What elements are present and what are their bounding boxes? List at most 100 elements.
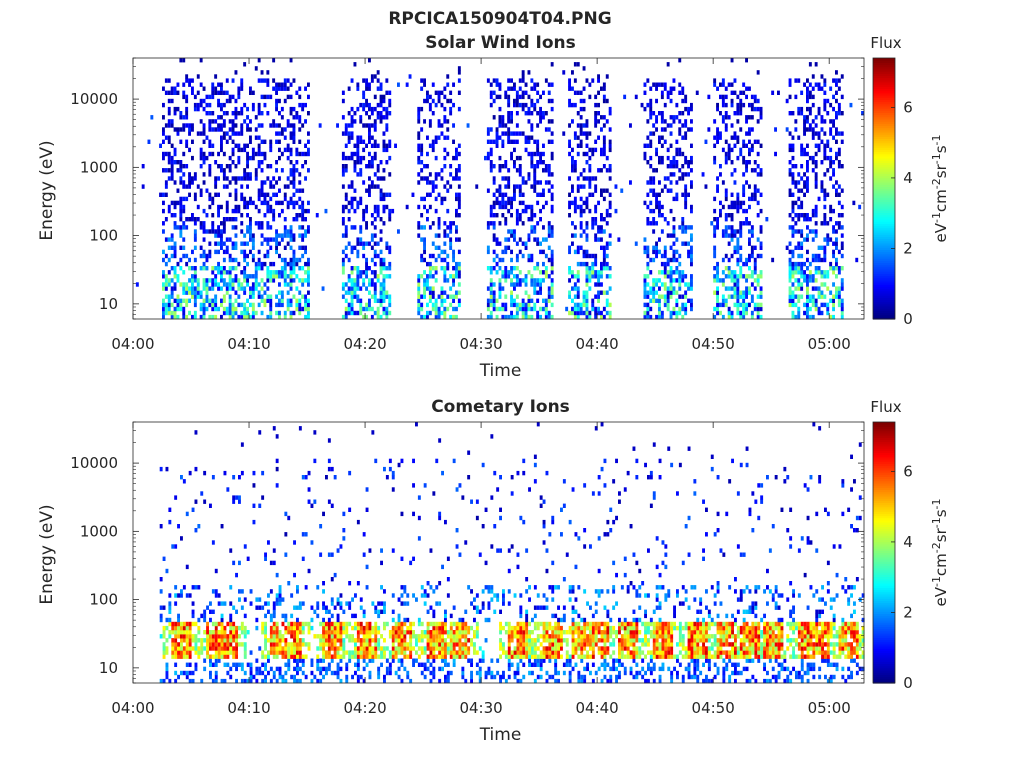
heatmap-cell [191, 609, 195, 614]
heatmap-cell [521, 78, 525, 83]
heatmap-cell [205, 135, 209, 140]
heatmap-cell [365, 314, 368, 320]
heatmap-cell [736, 274, 740, 279]
heatmap-cell [837, 151, 841, 157]
heatmap-cell [536, 90, 540, 95]
heatmap-cell [507, 98, 511, 104]
heatmap-cell [437, 314, 441, 320]
heatmap-cell [658, 310, 661, 316]
heatmap-cell [194, 466, 198, 472]
heatmap-cell [208, 172, 212, 177]
heatmap-cell [533, 168, 537, 173]
heatmap-cell [237, 282, 241, 287]
heatmap-cell [457, 249, 461, 255]
heatmap-cell [220, 625, 224, 631]
heatmap-cell [829, 176, 833, 181]
heatmap-cell [504, 204, 508, 210]
heatmap-cell [806, 249, 809, 255]
heatmap-cell [727, 266, 731, 271]
colorbar-segment [873, 179, 895, 183]
heatmap-cell [666, 290, 670, 295]
heatmap-cell [350, 204, 354, 210]
heatmap-cell [643, 82, 647, 87]
heatmap-cell [434, 266, 438, 271]
heatmap-cell [756, 274, 760, 279]
heatmap-cell [510, 314, 513, 320]
heatmap-cell [736, 237, 740, 242]
heatmap-cell [727, 257, 731, 263]
heatmap-cell [220, 241, 223, 246]
heatmap-cell [286, 78, 290, 83]
heatmap-cell [176, 127, 180, 132]
heatmap-cell [261, 662, 265, 667]
heatmap-cell [426, 135, 429, 140]
heatmap-cell [443, 184, 447, 189]
heatmap-cell [341, 314, 345, 320]
heatmap-cell [298, 127, 302, 132]
heatmap-cell [182, 670, 186, 676]
heatmap-cell [788, 249, 792, 255]
heatmap-cell [246, 662, 250, 667]
heatmap-cell [489, 213, 493, 218]
heatmap-cell [376, 204, 380, 210]
heatmap-cell [188, 470, 192, 476]
heatmap-cell [437, 217, 441, 222]
heatmap-cell [304, 302, 307, 308]
heatmap-cell [365, 306, 368, 312]
heatmap-cell [800, 188, 804, 193]
heatmap-cell [733, 302, 737, 308]
heatmap-cell [205, 257, 209, 263]
heatmap-cell [211, 86, 215, 91]
heatmap-cell [457, 282, 461, 287]
heatmap-cell [571, 298, 574, 303]
heatmap-cell [316, 678, 320, 684]
heatmap-cell [182, 286, 186, 291]
heatmap-cell [222, 135, 226, 140]
heatmap-cell [811, 168, 815, 173]
heatmap-cell [167, 168, 171, 173]
heatmap-cell [191, 585, 195, 590]
heatmap-cell [527, 253, 531, 259]
heatmap-cell [205, 188, 209, 193]
heatmap-cell [507, 184, 511, 189]
heatmap-cell [591, 261, 595, 267]
colorbar-tick-label: 4 [903, 169, 913, 187]
heatmap-cell [350, 106, 354, 112]
heatmap-cell [858, 204, 862, 210]
heatmap-cell [376, 168, 380, 173]
heatmap-cell [260, 151, 264, 157]
heatmap-cell [214, 589, 218, 594]
heatmap-cell [803, 261, 806, 267]
heatmap-cell [269, 261, 273, 267]
heatmap-cell [298, 630, 302, 635]
heatmap-cell [513, 196, 516, 202]
heatmap-cell [325, 475, 328, 480]
heatmap-cell [423, 270, 426, 275]
heatmap-cell [222, 131, 226, 136]
heatmap-cell [518, 86, 522, 91]
heatmap-cell [501, 196, 505, 202]
heatmap-cell [791, 253, 795, 259]
heatmap-cell [713, 196, 717, 202]
heatmap-cell [655, 192, 658, 197]
heatmap-cell [315, 213, 319, 218]
heatmap-cell [164, 90, 168, 95]
heatmap-cell [501, 143, 505, 148]
heatmap-cell [800, 106, 804, 112]
heatmap-cell [527, 302, 531, 308]
heatmap-cell [280, 290, 284, 295]
heatmap-cell [840, 139, 844, 144]
heatmap-cell [272, 609, 276, 614]
heatmap-cell [243, 646, 247, 651]
heatmap-cell [684, 290, 688, 295]
heatmap-cell [678, 82, 682, 87]
heatmap-cell [504, 123, 508, 128]
heatmap-cell [214, 184, 218, 189]
heatmap-cell [655, 314, 658, 320]
heatmap-cell [243, 630, 247, 635]
heatmap-cell [362, 241, 366, 246]
heatmap-cell [585, 282, 589, 287]
heatmap-cell [290, 650, 294, 655]
heatmap-cell [417, 160, 421, 165]
